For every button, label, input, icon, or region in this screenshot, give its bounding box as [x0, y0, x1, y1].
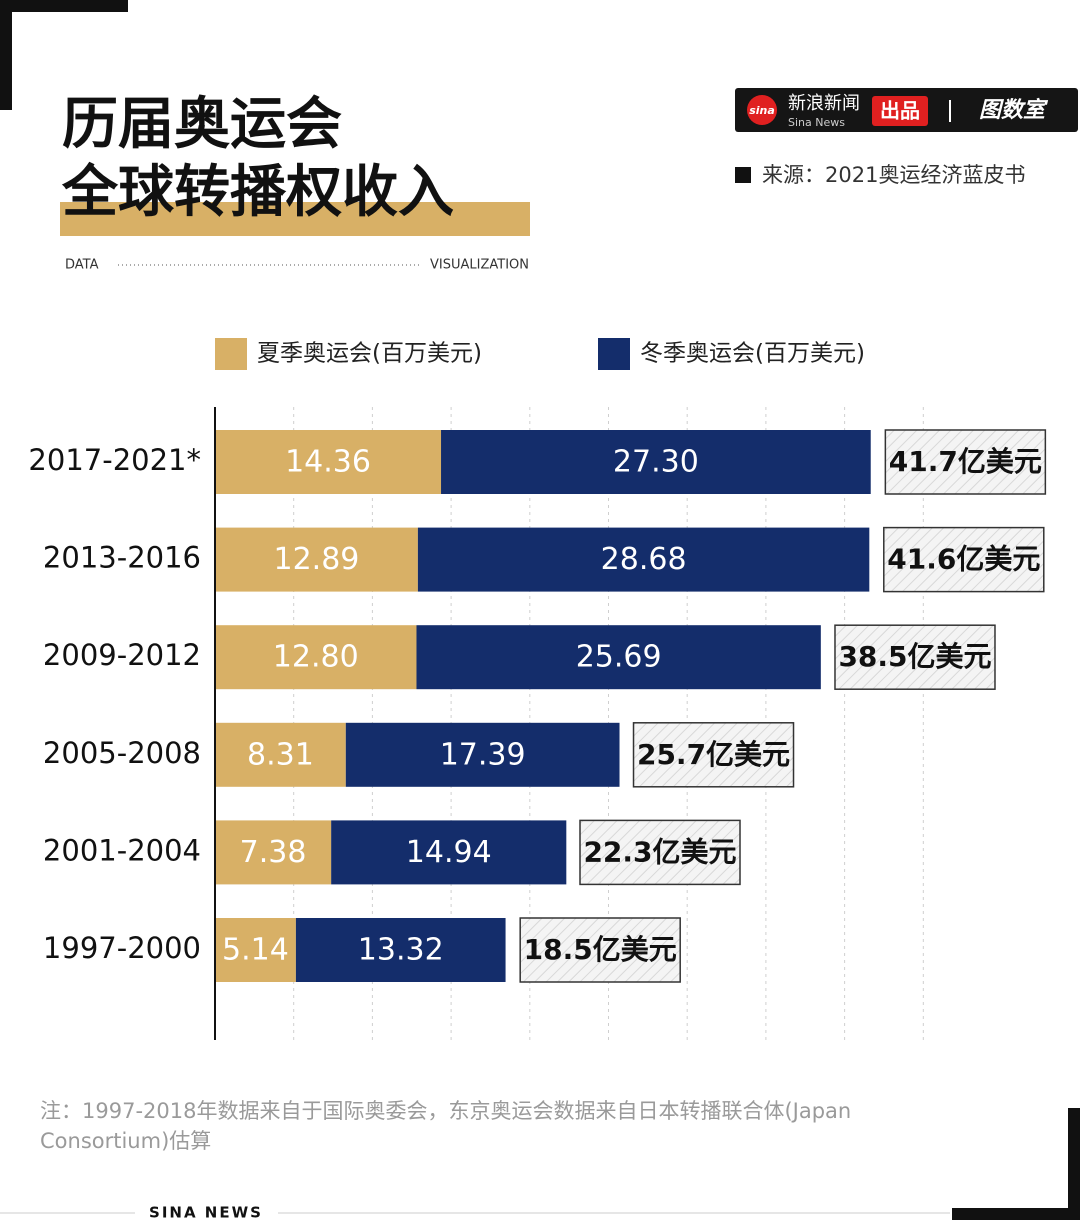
value-label: 12.80 — [273, 640, 359, 675]
y-tick-label: 2005-2008 — [43, 736, 201, 770]
value-label: 5.14 — [222, 933, 289, 968]
value-label: 27.30 — [613, 445, 699, 480]
brand-lab: 图数室 — [979, 97, 1049, 123]
total-box — [579, 819, 741, 886]
bar-segment — [417, 527, 870, 592]
value-label: 12.89 — [273, 542, 359, 577]
bar-segment — [416, 625, 821, 690]
value-label: 17.39 — [440, 737, 526, 772]
bar-segment — [215, 527, 418, 592]
total-label: 41.7亿美元 — [889, 445, 1042, 478]
legend-swatch — [215, 338, 247, 370]
brand-tag: 出品 — [880, 99, 920, 123]
total-label: 22.3亿美元 — [583, 835, 736, 868]
total-box — [883, 526, 1045, 593]
value-label: 8.31 — [247, 737, 314, 772]
y-tick-label: 2017-2021* — [28, 443, 201, 477]
y-tick-label: 1997-2000 — [43, 931, 201, 965]
total-label: 25.7亿美元 — [637, 738, 790, 771]
bar-segment — [331, 820, 567, 885]
total-box — [632, 722, 795, 788]
bar-segment — [441, 430, 871, 494]
note-box: 注：1997-2018年数据来自于国际奥委会，东京奥运会数据来自日本转播联合体(… — [40, 1099, 852, 1153]
brand-en: Sina News — [788, 116, 845, 129]
total-label: 38.5亿美元 — [838, 640, 991, 673]
value-label: 7.38 — [240, 835, 307, 870]
note: 注：1997-2018年数据来自于国际奥委会，东京奥运会数据来自日本转播联合体(… — [40, 1099, 852, 1153]
brand-tag-bg — [872, 96, 928, 126]
y-tick-label: 2009-2012 — [43, 638, 201, 672]
corner-bottom-right — [952, 1108, 1080, 1220]
corner-top-left — [0, 0, 128, 110]
brand-name: 新浪新闻 — [788, 93, 860, 114]
total-label: 41.6亿美元 — [887, 543, 1040, 576]
total-box — [519, 917, 681, 983]
brand-icon — [747, 95, 777, 125]
legend-label: 冬季奥运会(百万美元) — [640, 341, 865, 367]
title: 全球转播权收入 — [61, 160, 454, 225]
y-tick-label: 2001-2004 — [43, 833, 201, 867]
tag: VISUALIZATION — [430, 258, 529, 273]
legend-swatch — [598, 338, 630, 370]
bar-segment — [215, 430, 442, 494]
source: 来源：2021奥运经济蓝皮书 — [762, 163, 1025, 187]
total-box — [884, 429, 1047, 495]
bar-segment — [215, 722, 346, 787]
title: 历届奥运会 — [62, 92, 342, 157]
value-label: 13.32 — [358, 933, 444, 968]
total-label: 18.5亿美元 — [524, 933, 677, 966]
bar-segment — [295, 918, 506, 982]
bar-segment — [215, 625, 417, 690]
total-box — [834, 624, 996, 690]
bar-segment — [215, 918, 296, 982]
value-label: 28.68 — [601, 542, 687, 577]
value-label: 14.94 — [406, 835, 492, 870]
value-label: 14.36 — [285, 445, 371, 480]
tag: DATA — [65, 258, 99, 273]
y-tick-label: 2013-2016 — [43, 541, 201, 575]
footer-brand: SINA NEWS — [149, 1204, 263, 1220]
value-label: 25.69 — [576, 640, 662, 675]
title-highlight — [60, 202, 530, 236]
brand-logo: sina — [749, 104, 775, 117]
source-marker — [735, 167, 751, 183]
bar-segment — [345, 722, 620, 787]
legend-label: 夏季奥运会(百万美元) — [257, 341, 482, 367]
bar-segment — [215, 820, 332, 885]
